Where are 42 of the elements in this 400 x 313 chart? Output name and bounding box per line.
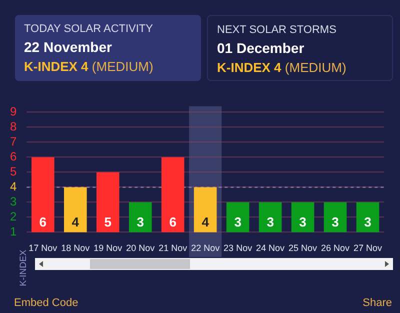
y-tick-label: 5 — [10, 164, 17, 179]
x-tick-label: 17 Nov — [28, 243, 58, 254]
data-label: 3 — [234, 214, 242, 230]
x-tick-label: 19 Nov — [94, 243, 123, 254]
x-tick-label: 27 Nov — [353, 243, 383, 254]
text: NEXT SOLAR STORMS — [217, 24, 338, 36]
y-tick-label: 9 — [10, 104, 17, 119]
x-tick-label: 18 Nov — [61, 243, 90, 254]
data-label: 3 — [364, 214, 372, 230]
y-tick-label: 8 — [10, 120, 17, 134]
data-label: 6 — [169, 214, 176, 230]
x-tick-label: 22 Nov — [191, 243, 220, 254]
data-label: 3 — [299, 214, 306, 230]
text: (MEDIUM) — [284, 60, 346, 75]
text: 22 November — [24, 39, 113, 55]
x-tick-label: 24 Nov — [256, 243, 286, 254]
data-label: 3 — [266, 214, 274, 230]
y-tick-label: 4 — [10, 180, 17, 194]
text: TODAY SOLAR ACTIVITY — [24, 23, 154, 35]
text: Embed Code — [14, 297, 78, 309]
data-label: 4 — [202, 214, 210, 230]
y-tick-label: 1 — [10, 224, 17, 239]
data-label: 3 — [136, 214, 144, 230]
x-tick-label: 26 Nov — [321, 243, 350, 254]
text: (MEDIUM) — [92, 59, 154, 74]
y-tick-label: 7 — [10, 134, 17, 149]
y-axis-title: K-INDEX — [18, 248, 29, 288]
x-tick-label: 25 Nov — [288, 243, 318, 254]
text: K-INDEX 4 — [217, 60, 282, 75]
y-tick-label: 3 — [10, 194, 17, 209]
x-tick-label: 20 Nov — [126, 243, 156, 254]
data-label: 4 — [72, 214, 80, 230]
data-label: 5 — [104, 214, 112, 230]
data-label: 6 — [39, 214, 47, 230]
y-tick-label: 6 — [10, 150, 17, 164]
text: 01 December — [217, 40, 306, 56]
data-label: 3 — [332, 214, 339, 230]
x-tick-label: 23 Nov — [224, 243, 253, 254]
text: K-INDEX 4 — [24, 59, 88, 74]
y-tick-label: 2 — [10, 210, 17, 224]
x-tick-label: 21 Nov — [158, 243, 188, 254]
text: Share — [362, 297, 392, 309]
